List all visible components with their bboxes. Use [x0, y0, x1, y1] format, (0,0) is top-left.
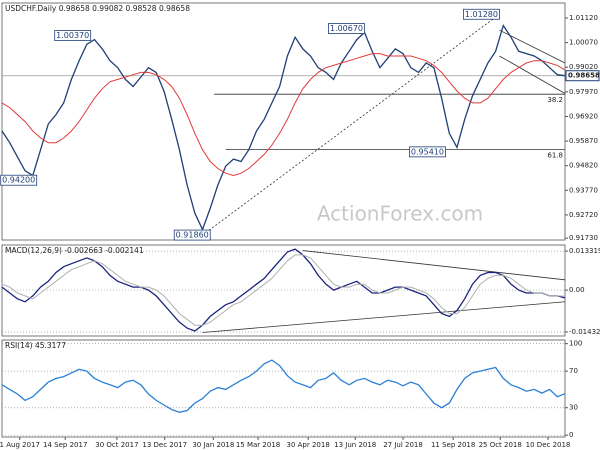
annotation-box [0, 174, 38, 186]
x-tick-label: 27 Jul 2018 [383, 441, 423, 449]
y-tick-label: 0.92720 [569, 211, 598, 219]
x-tick-label: 10 Dec 2018 [526, 441, 571, 449]
x-tick-label: 30 Oct 2017 [95, 441, 138, 449]
y-tick-label: 0.013319 [569, 247, 600, 255]
y-tick-label: 0.91730 [569, 234, 598, 242]
annotation-box [328, 23, 365, 34]
annotation-label: 0.94200 [2, 176, 35, 185]
x-tick-label: 30 Apr 2018 [287, 441, 330, 449]
x-tick-label: 13 Dec 2017 [142, 441, 187, 449]
level-label: 61.8 [547, 152, 563, 160]
y-tick-label: 0.97970 [569, 88, 598, 96]
annotation-label: 1.00670 [330, 24, 363, 33]
y-tick-label: 0.94820 [569, 162, 598, 170]
y-tick-label: 100 [569, 340, 582, 348]
y-tick-label: 30 [569, 404, 578, 412]
price-box [565, 70, 600, 82]
x-tick-label: 1 Aug 2017 [0, 441, 40, 449]
annotation-box [54, 30, 92, 41]
y-tick-label: 0.00 [569, 286, 585, 294]
panel-frame [1, 339, 566, 438]
x-tick-label: 25 Oct 2018 [479, 441, 522, 449]
annotation-box [463, 8, 500, 20]
x-tick-label: 15 Mar 2018 [236, 441, 280, 449]
x-tick-label: 30 Jan 2018 [192, 441, 234, 449]
annotation-label: 0.95410 [411, 147, 444, 156]
y-tick-label: 0.99020 [569, 63, 598, 71]
panel-frame [1, 2, 566, 241]
panel-title: RSI(14) 45.3177 [5, 341, 66, 350]
level-label: 38.2 [547, 96, 563, 104]
annotation-box [173, 229, 211, 241]
y-tick-label: 0.95870 [569, 137, 598, 145]
y-tick-label: 1.01120 [569, 14, 598, 22]
y-tick-label: -0.014323 [569, 328, 600, 336]
series-line [1, 23, 566, 232]
annotation-box [409, 146, 446, 158]
trend-line [499, 55, 566, 94]
x-tick-label: 14 Sep 2017 [43, 441, 87, 449]
panel-title: MACD(12,26,9) -0.002663 -0.002141 [5, 246, 144, 255]
trend-line [202, 13, 500, 236]
y-tick-label: 70 [569, 367, 578, 375]
annotation-label: 1.00370 [56, 31, 89, 40]
annotation-label: 1.01280 [465, 10, 498, 19]
panel-title: USDCHF.Daily 0.98658 0.99082 0.98528 0.9… [5, 4, 190, 13]
trend-line [302, 250, 566, 281]
watermark: ActionForex.com [317, 202, 483, 226]
series-line [1, 53, 566, 177]
price-label: 0.98658 [568, 72, 600, 80]
series-line [1, 254, 566, 326]
series-line [1, 359, 566, 413]
x-tick-label: 11 Sep 2018 [431, 441, 475, 449]
y-tick-label: 0.93770 [569, 186, 598, 194]
y-tick-label: 1.00070 [569, 39, 598, 47]
annotation-label: 0.91860 [176, 231, 209, 240]
y-tick-label: 0 [569, 431, 573, 439]
y-tick-label: 0.96920 [569, 112, 598, 120]
x-tick-label: 13 Jun 2018 [334, 441, 376, 449]
trend-line [202, 301, 566, 333]
